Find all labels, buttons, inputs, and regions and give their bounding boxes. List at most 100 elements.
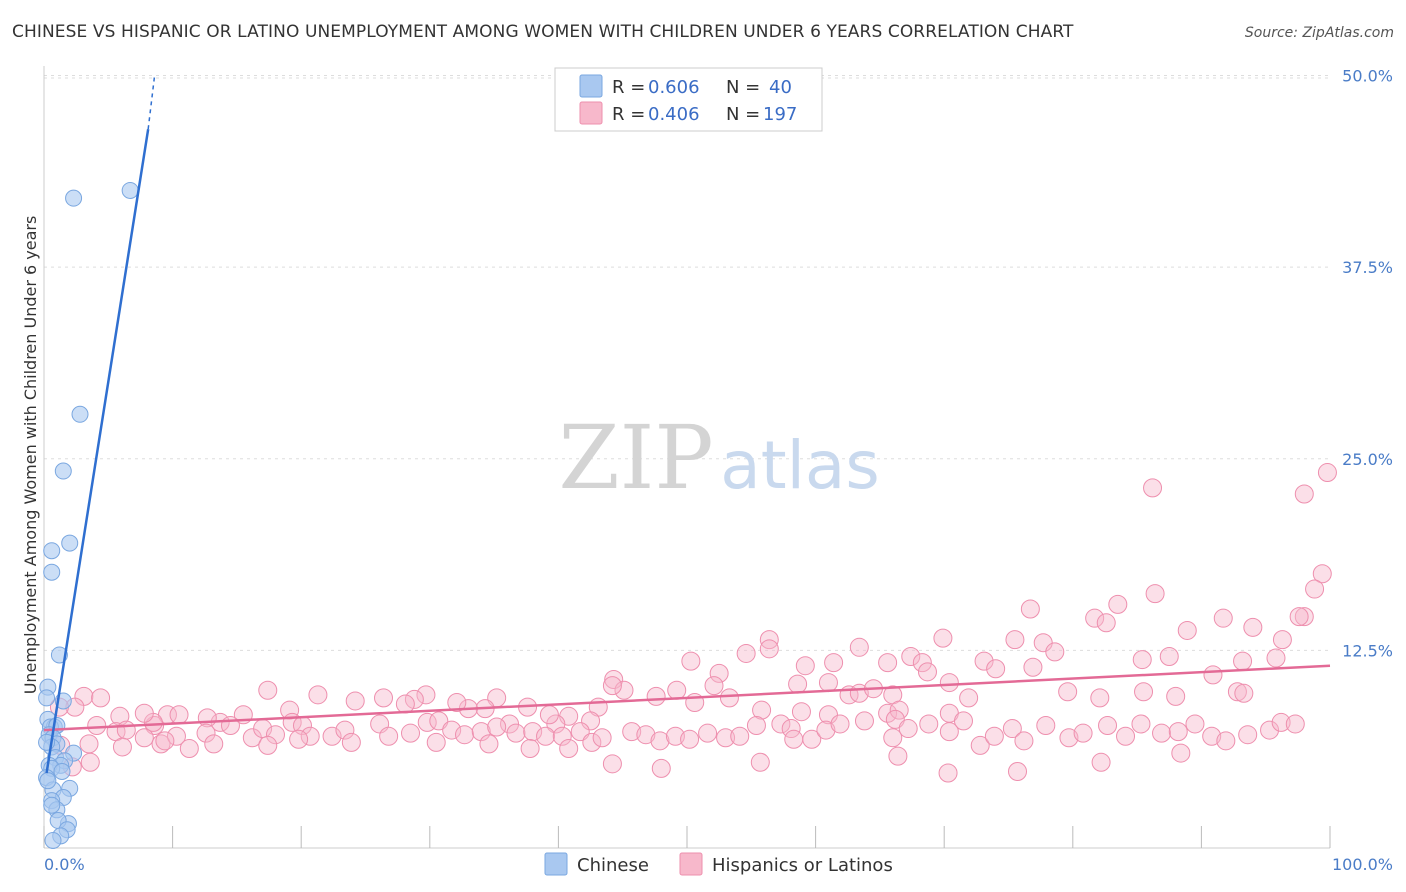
data-point-hispanic xyxy=(1294,607,1314,627)
data-point-hispanic xyxy=(912,653,932,673)
data-point-hispanic xyxy=(919,714,939,734)
legend-r-value-1: 0.606 xyxy=(648,77,700,98)
data-point-chinese xyxy=(43,796,61,814)
legend-n-label-2: N = xyxy=(726,104,760,125)
data-point-hispanic xyxy=(429,711,449,731)
legend-r-label-1: R = xyxy=(612,77,645,98)
data-point-hispanic xyxy=(536,726,556,746)
data-point-hispanic xyxy=(746,715,766,735)
data-point-hispanic xyxy=(986,659,1006,679)
data-point-hispanic xyxy=(784,729,804,749)
data-point-hispanic xyxy=(1143,478,1163,498)
data-point-hispanic xyxy=(134,703,154,723)
data-point-hispanic xyxy=(736,643,756,663)
data-point-hispanic xyxy=(1108,594,1128,614)
data-point-hispanic xyxy=(788,674,808,694)
legend-swatch-chinese-bottom xyxy=(544,852,568,876)
y-tick-label: 25.0% xyxy=(1342,450,1393,469)
data-point-hispanic xyxy=(265,725,285,745)
data-point-hispanic xyxy=(974,651,994,671)
data-point-hispanic xyxy=(854,711,874,731)
y-tick-label: 37.5% xyxy=(1342,258,1393,277)
data-point-hispanic xyxy=(523,722,543,742)
data-point-hispanic xyxy=(1177,620,1197,640)
data-point-chinese xyxy=(65,189,83,207)
data-point-hispanic xyxy=(953,711,973,731)
data-point-hispanic xyxy=(395,694,415,714)
data-point-hispanic xyxy=(1305,579,1325,599)
data-point-hispanic xyxy=(487,717,507,737)
data-point-hispanic xyxy=(970,735,990,755)
data-point-hispanic xyxy=(680,729,700,749)
data-point-hispanic xyxy=(401,723,421,743)
data-point-hispanic xyxy=(155,731,175,751)
data-point-hispanic xyxy=(878,703,898,723)
x-tick-label: 0.0% xyxy=(44,855,85,874)
data-point-hispanic xyxy=(752,700,772,720)
data-point-hispanic xyxy=(196,723,216,743)
data-point-hispanic xyxy=(1213,608,1233,628)
data-point-hispanic xyxy=(1168,722,1188,742)
data-point-hispanic xyxy=(1134,682,1154,702)
data-point-hispanic xyxy=(447,692,467,712)
grid-lines xyxy=(44,75,1330,651)
trend-line-hispanic xyxy=(43,664,1331,732)
data-point-hispanic xyxy=(933,628,953,648)
data-point-hispanic xyxy=(704,676,724,696)
data-point-hispanic xyxy=(455,725,475,745)
data-point-hispanic xyxy=(1317,463,1337,483)
data-point-hispanic xyxy=(1294,484,1314,504)
data-point-hispanic xyxy=(1036,715,1056,735)
data-point-hispanic xyxy=(959,688,979,708)
data-point-hispanic xyxy=(559,738,579,758)
data-point-hispanic xyxy=(1090,688,1110,708)
data-point-hispanic xyxy=(179,738,199,758)
data-point-hispanic xyxy=(1058,682,1078,702)
data-point-hispanic xyxy=(1152,723,1172,743)
data-point-hispanic xyxy=(442,720,462,740)
chart-title: CHINESE VS HISPANIC OR LATINO UNEMPLOYME… xyxy=(12,22,1074,42)
data-point-hispanic xyxy=(771,714,791,734)
watermark-zip: ZIP xyxy=(558,406,713,509)
data-point-hispanic xyxy=(552,726,572,746)
data-point-hispanic xyxy=(345,691,365,711)
data-point-hispanic xyxy=(830,714,850,734)
data-point-hispanic xyxy=(300,726,320,746)
data-point-hispanic xyxy=(1159,647,1179,667)
data-point-hispanic xyxy=(650,731,670,751)
legend-n-value-1: 40 xyxy=(769,77,792,98)
data-point-hispanic xyxy=(759,639,779,659)
data-point-hispanic xyxy=(816,720,836,740)
data-point-hispanic xyxy=(614,680,634,700)
data-point-hispanic xyxy=(681,651,701,671)
data-point-hispanic xyxy=(1185,714,1205,734)
data-point-hispanic xyxy=(1002,719,1022,739)
data-point-chinese xyxy=(71,405,89,423)
x-tick-label: 100.0% xyxy=(1332,855,1393,874)
data-point-hispanic xyxy=(1171,743,1191,763)
data-point-hispanic xyxy=(1203,665,1223,685)
data-point-hispanic xyxy=(258,680,278,700)
data-point-hispanic xyxy=(938,763,958,783)
data-point-hispanic xyxy=(1116,726,1136,746)
data-point-hispanic xyxy=(984,726,1004,746)
data-point-hispanic xyxy=(698,723,718,743)
data-point-hispanic xyxy=(818,673,838,693)
data-point-hispanic xyxy=(1216,731,1236,751)
data-point-chinese xyxy=(44,831,62,849)
data-point-hispanic xyxy=(1285,714,1305,734)
y-tick-label: 12.5% xyxy=(1342,641,1393,660)
data-point-hispanic xyxy=(1166,686,1186,706)
data-point-chinese xyxy=(43,542,61,560)
data-point-hispanic xyxy=(602,754,622,774)
legend-swatch-hispanic xyxy=(579,101,603,125)
data-point-hispanic xyxy=(1033,633,1053,653)
data-point-hispanic xyxy=(939,673,959,693)
data-point-hispanic xyxy=(1266,648,1286,668)
data-point-hispanic xyxy=(426,732,446,752)
data-point-hispanic xyxy=(592,728,612,748)
legend-label-hispanic: Hispanics or Latinos xyxy=(712,855,893,876)
data-point-hispanic xyxy=(888,746,908,766)
data-point-hispanic xyxy=(151,734,171,754)
